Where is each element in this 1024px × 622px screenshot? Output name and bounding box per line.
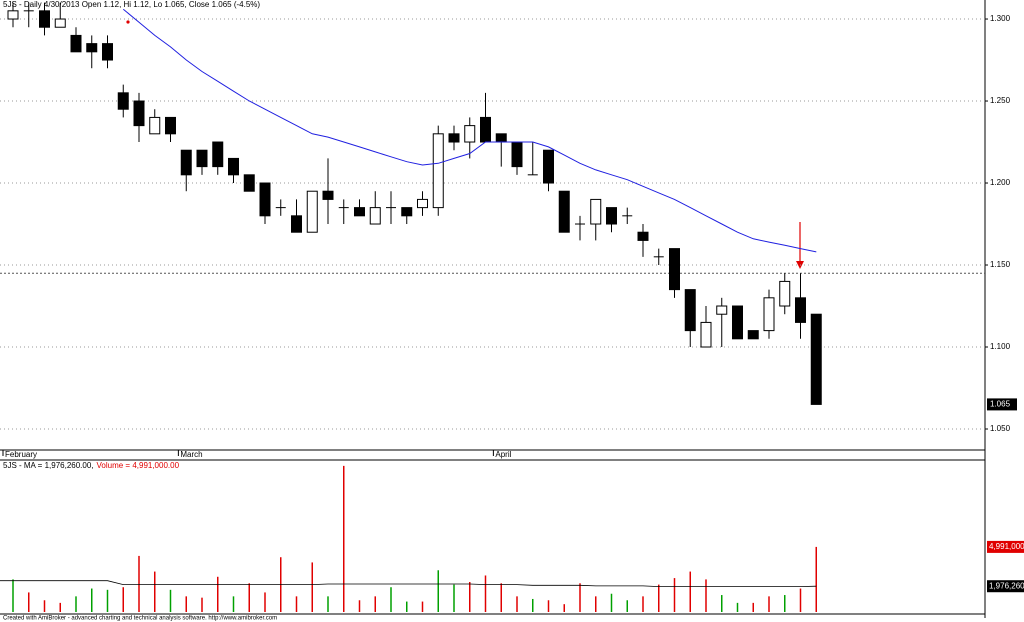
volume-title-volume: Volume = 4,991,000.00 [97,461,180,470]
candle-body [417,198,428,209]
candle-body [133,100,145,127]
last-volume-box [987,540,1024,553]
candle-body [54,18,66,28]
y-tick-label: 1.050 [990,424,1011,433]
y-tick-label: 1.300 [990,14,1011,23]
candle-body [165,116,176,135]
last-ma-label: 1,976,260 [989,581,1024,590]
candle-body [291,215,302,233]
last-price-box [987,398,1017,411]
candle-body [212,141,224,168]
footer: Created with AmiBroker - advanced charti… [3,616,277,622]
candle-body [369,207,381,225]
candle-body [684,289,696,332]
candle-body [448,133,460,143]
candle-body [763,297,775,332]
volume-ma-line [0,580,817,587]
candle-body [511,141,523,168]
candle-body [228,157,239,176]
candle-body [732,305,743,340]
candle-body [354,207,365,217]
x-tick-label: February [5,450,37,459]
candle-body [810,313,822,405]
volume-title-ma: 5JS - MA = 1,976,260.00, [3,461,94,470]
candle-body [495,133,507,143]
candle-body [747,330,759,340]
candle-body [606,207,617,225]
candle-body [39,10,50,28]
candle-body [480,116,491,143]
candle-body [259,182,271,217]
candle-body [117,92,129,110]
volume-title: 5JS - MA = 1,976,260.00, Volume = 4,991,0… [3,461,180,470]
candle-body [716,305,728,315]
candle-body [700,321,712,348]
y-tick-label: 1.100 [990,342,1011,351]
chart-title: 5JS - Daily 4/30/2013 Open 1.12, Hi 1.12… [3,0,260,9]
candle-body [180,149,192,176]
candle-body [795,297,806,323]
candle-body [7,10,19,20]
candle-body [196,149,208,168]
candle-body [590,198,602,225]
candle-body [669,248,680,291]
candle-body [401,207,413,217]
candle-body [464,125,476,143]
last-volume-label: 4,991,000 [989,542,1024,551]
y-tick-label: 1.250 [990,96,1011,105]
candle-body [70,34,82,53]
candle-body [558,190,570,233]
candle-body [243,174,255,192]
candle-body [102,43,113,61]
candle-body [543,149,554,184]
candle-body [306,190,318,233]
candle-body [432,133,444,209]
last-price-label: 1.065 [990,400,1011,409]
x-tick-label: March [180,450,202,459]
candle-body [322,190,334,200]
y-tick-label: 1.200 [990,178,1011,187]
moving-average-line [122,8,817,253]
candle-body [637,231,649,241]
y-tick-label: 1.150 [990,260,1011,269]
candle-body [149,116,161,135]
x-tick-label: April [495,450,511,459]
signal-dot [126,20,130,24]
candle-body [86,43,98,53]
last-ma-box [987,580,1024,593]
candle-body [779,280,791,307]
